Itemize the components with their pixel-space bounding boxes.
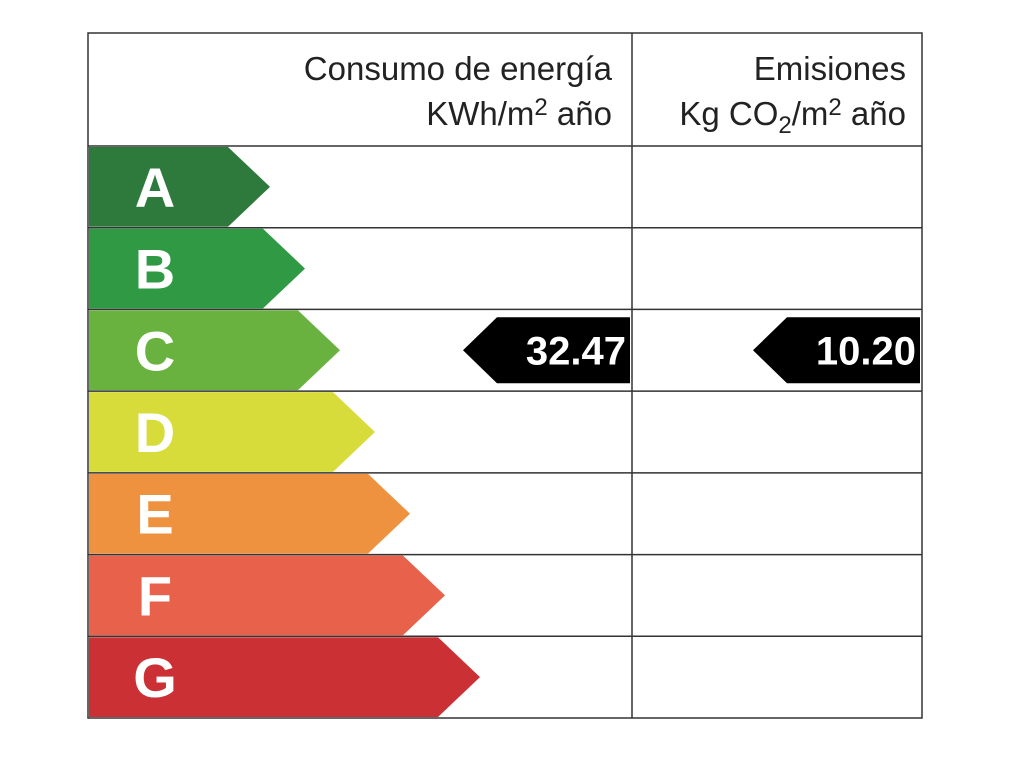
emisiones-title: Emisiones [754,50,906,87]
class-arrow [89,637,480,717]
class-arrow [89,473,410,554]
class-arrow [89,228,305,309]
rating-value: 32.47 [526,329,626,373]
class-letter: D [135,401,175,464]
unit-part: 2 [828,94,841,121]
class-arrow [89,392,375,472]
border [87,32,923,719]
grid [87,32,923,719]
unit-part: KWh/m [426,95,534,132]
unit-part: año [842,95,906,132]
unit-part: 2 [534,94,547,121]
class-letter: C [135,319,175,382]
consumo-title: Consumo de energía [304,50,613,87]
class-letter: B [135,238,175,301]
rating-arrow [463,317,630,384]
class-arrow [89,147,270,227]
class-letter: E [136,483,173,546]
class-letter: F [138,564,172,627]
class-arrow [89,555,445,636]
unit-part: Kg CO [679,95,778,132]
unit-part: año [548,95,612,132]
class-letter: A [135,156,175,219]
unit-part: /m [792,95,829,132]
consumo-unit: KWh/m2 año [426,94,612,132]
class-letter: G [133,646,177,709]
unit-part: 2 [778,112,791,139]
rating-value: 10.20 [816,329,916,373]
rating-arrow [753,317,920,384]
emisiones-unit: Kg CO2/m2 año [679,94,906,139]
class-arrow [89,310,340,391]
